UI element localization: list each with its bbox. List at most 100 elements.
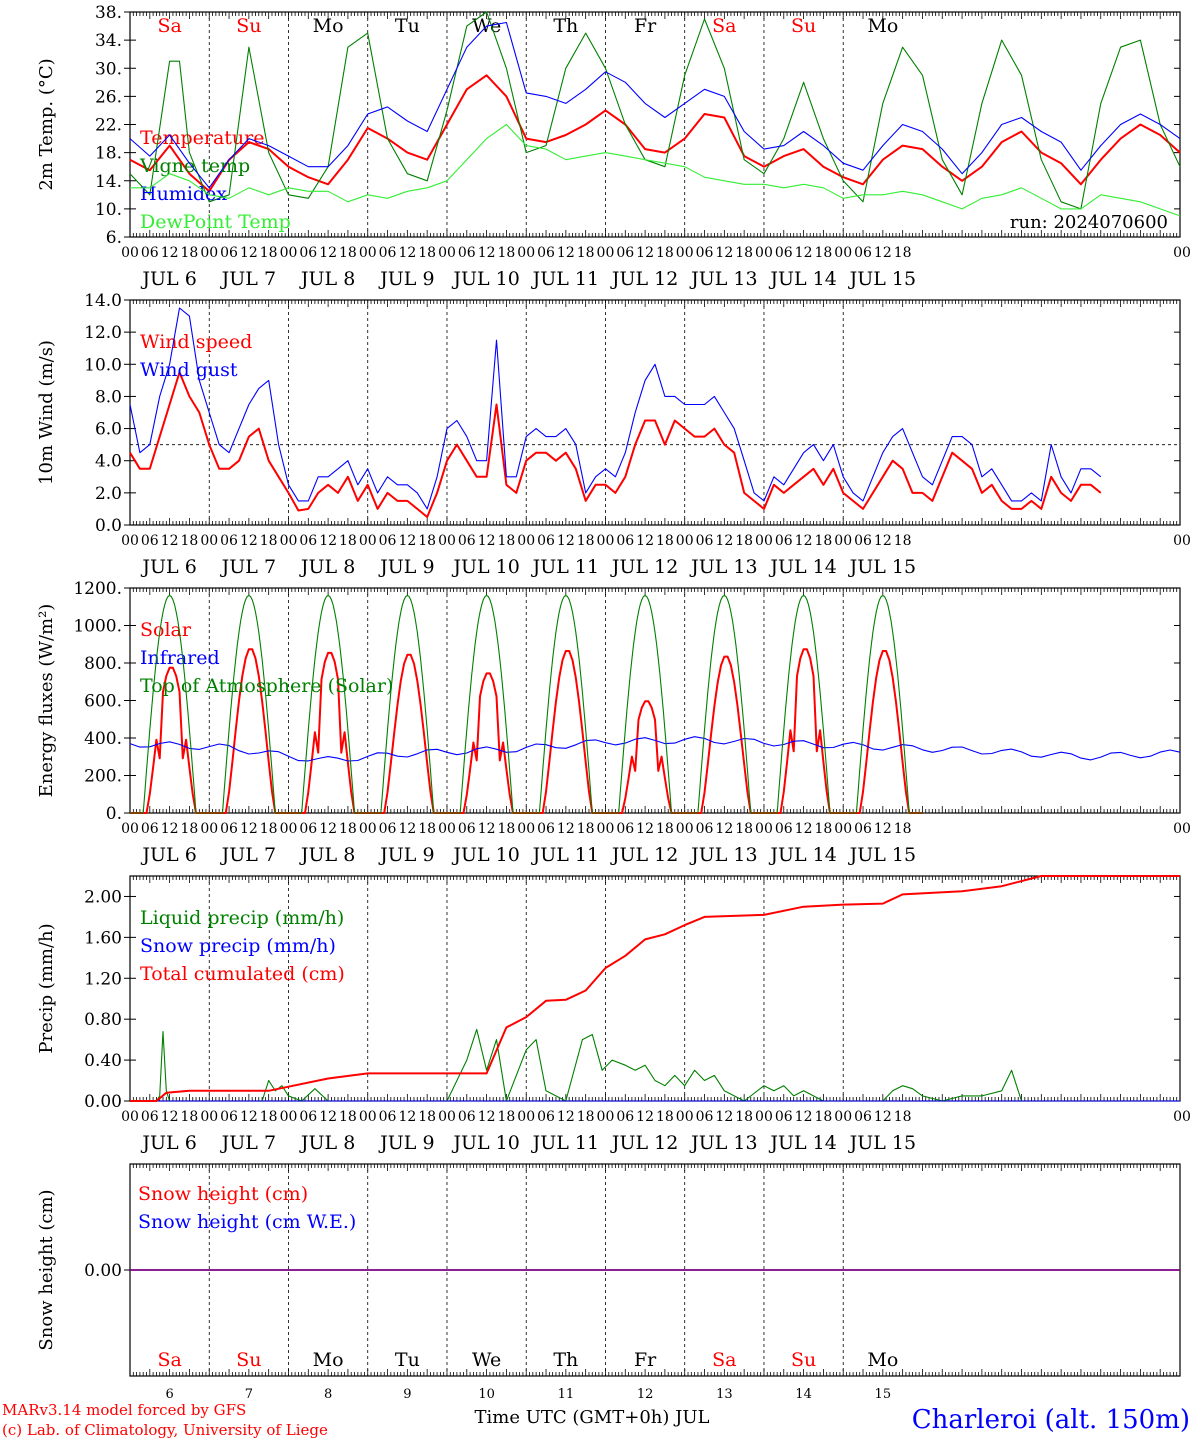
day-number-label: 14	[795, 1387, 812, 1402]
date-label: JUL 11	[531, 268, 599, 290]
y-tick-label: 14.	[95, 172, 122, 192]
hour-tick-label: 00	[517, 533, 535, 549]
hour-tick-label: 12	[319, 245, 337, 261]
hour-tick-label: 18	[418, 821, 436, 837]
hour-tick-label: 12	[874, 1109, 892, 1125]
hour-tick-label: 06	[537, 245, 555, 261]
hour-tick-label: 12	[319, 1109, 337, 1125]
hour-tick-label: 06	[458, 1109, 476, 1125]
y-tick-label: 26.	[95, 87, 122, 107]
hour-tick-label: 06	[775, 245, 793, 261]
weekday-label: Su	[236, 15, 261, 37]
hour-tick-label: 06	[854, 821, 872, 837]
date-label: JUL 12	[610, 268, 678, 290]
hour-tick-label: 12	[398, 533, 416, 549]
hour-tick-label: 12	[874, 821, 892, 837]
run-label: run: 2024070600	[1010, 212, 1168, 233]
hour-tick-label: 12	[478, 1109, 496, 1125]
y-tick-label: 0.00	[84, 1261, 122, 1281]
hour-tick-label: 18	[181, 245, 199, 261]
hour-tick-label: 12	[557, 245, 575, 261]
date-label: JUL 15	[848, 1132, 916, 1154]
hour-tick-label: 12	[715, 821, 733, 837]
y-tick-label: 10.	[95, 200, 122, 220]
hour-tick-label: 00	[438, 1109, 456, 1125]
hour-tick-label: 00	[517, 245, 535, 261]
hour-tick-label: 06	[141, 1109, 159, 1125]
hour-tick-label: 00	[834, 821, 852, 837]
hour-tick-label: 00	[200, 245, 218, 261]
weekday-label: Sa	[712, 1349, 736, 1371]
hour-tick-label: 12	[478, 821, 496, 837]
weekday-label: Mo	[867, 15, 898, 37]
hour-tick-label: 18	[498, 821, 516, 837]
legend-entry: Solar	[140, 619, 192, 641]
hour-tick-label: 00	[755, 533, 773, 549]
weekday-label: Th	[553, 15, 578, 37]
date-label: JUL 15	[848, 268, 916, 290]
hour-tick-label: 06	[616, 1109, 634, 1125]
hour-tick-label: 00	[1173, 1109, 1191, 1125]
hour-tick-label: 06	[854, 245, 872, 261]
y-tick-label: 1000.	[73, 617, 122, 637]
hour-tick-label: 06	[854, 533, 872, 549]
hour-tick-label: 06	[379, 245, 397, 261]
hour-tick-label: 12	[636, 533, 654, 549]
hour-tick-label: 06	[458, 533, 476, 549]
y-axis-title: 2m Temp. (°C)	[36, 58, 57, 190]
legend-entry: Snow height (cm W.E.)	[138, 1211, 356, 1233]
hour-tick-label: 12	[478, 245, 496, 261]
date-label: JUL 11	[531, 1132, 599, 1154]
legend-entry: Total cumulated (cm)	[140, 963, 345, 985]
hour-tick-label: 18	[181, 533, 199, 549]
hour-tick-label: 00	[1173, 245, 1191, 261]
hour-tick-label: 12	[874, 245, 892, 261]
hour-tick-label: 12	[795, 1109, 813, 1125]
hour-tick-label: 18	[656, 245, 674, 261]
date-label: JUL 9	[378, 844, 434, 866]
hour-tick-label: 18	[577, 533, 595, 549]
y-axis-title: 10m Wind (m/s)	[36, 340, 57, 485]
hour-tick-label: 12	[240, 821, 258, 837]
hour-tick-label: 18	[577, 1109, 595, 1125]
hour-tick-label: 12	[319, 533, 337, 549]
date-label: JUL 13	[689, 556, 757, 578]
date-label: JUL 10	[451, 844, 519, 866]
hour-tick-label: 06	[537, 1109, 555, 1125]
hour-tick-label: 06	[299, 1109, 317, 1125]
hour-tick-label: 00	[676, 1109, 694, 1125]
weekday-label: Sa	[157, 15, 181, 37]
weekday-label: Sa	[157, 1349, 181, 1371]
hour-tick-label: 06	[537, 533, 555, 549]
hour-tick-label: 00	[121, 245, 139, 261]
y-tick-label: 30.	[95, 59, 122, 79]
hour-tick-label: 12	[715, 245, 733, 261]
hour-tick-label: 12	[874, 533, 892, 549]
y-tick-label: 400.	[84, 729, 122, 749]
y-tick-label: 0.80	[84, 1010, 122, 1030]
hour-tick-label: 06	[616, 245, 634, 261]
hour-tick-label: 12	[795, 533, 813, 549]
date-label: JUL 7	[220, 844, 276, 866]
legend-entry: Liquid precip (mm/h)	[140, 907, 344, 929]
date-label: JUL 9	[378, 1132, 434, 1154]
y-tick-label: 2.0	[95, 484, 122, 504]
hour-tick-label: 18	[814, 533, 832, 549]
y-tick-label: 4.0	[95, 452, 122, 472]
hour-tick-label: 00	[834, 245, 852, 261]
date-label: JUL 13	[689, 268, 757, 290]
hour-tick-label: 00	[280, 533, 298, 549]
series-line	[129, 736, 1181, 762]
hour-tick-label: 00	[1173, 533, 1191, 549]
hour-tick-label: 00	[755, 821, 773, 837]
hour-tick-label: 18	[418, 1109, 436, 1125]
date-label: JUL 15	[848, 556, 916, 578]
legend-entry: DewPoint Temp	[140, 211, 291, 233]
date-label: JUL 12	[610, 844, 678, 866]
hour-tick-label: 06	[220, 821, 238, 837]
plot-frame	[129, 11, 1181, 238]
hour-tick-label: 00	[200, 533, 218, 549]
hour-tick-label: 18	[656, 1109, 674, 1125]
hour-tick-label: 12	[161, 245, 179, 261]
